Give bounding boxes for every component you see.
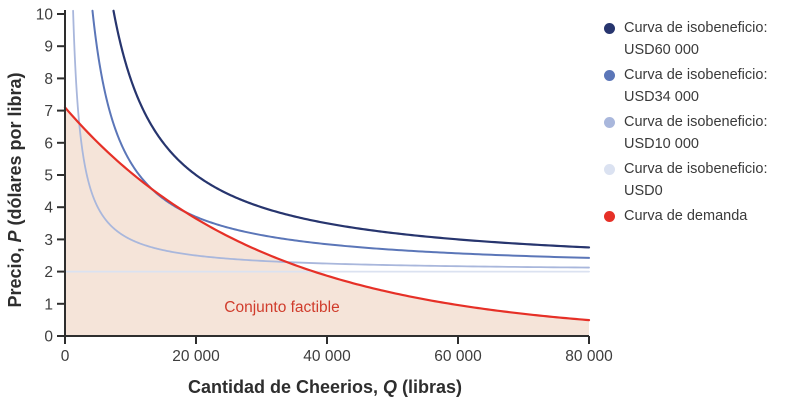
x-tick-label: 80 000: [565, 348, 613, 365]
y-tick-label: 4: [44, 200, 53, 217]
y-tick-label: 7: [44, 103, 53, 120]
legend-label: Curva de isobeneficio: USD34 000: [624, 65, 767, 108]
legend-dot-icon: [604, 164, 615, 175]
y-axis-label-post: (dólares por libra): [5, 72, 25, 230]
x-tick-label: 60 000: [434, 348, 482, 365]
legend-item: Curva de demanda: [604, 206, 806, 228]
legend-item: Curva de isobeneficio: USD34 000: [604, 65, 806, 108]
feasible-area: [65, 107, 589, 336]
legend-label-line1: Curva de isobeneficio:: [624, 161, 768, 177]
legend-item: Curva de isobeneficio: USD10 000: [604, 112, 806, 155]
demand-curve: [63, 106, 591, 322]
y-tick-label: 2: [44, 264, 53, 281]
legend-item: Curva de isobeneficio: USD60 000: [604, 18, 806, 61]
y-tick-label: 5: [44, 168, 53, 185]
x-axis-label-pre: Cantidad de Cheerios,: [188, 377, 383, 397]
y-axis-label-var: P: [5, 230, 25, 243]
y-tick-label: 0: [44, 329, 53, 346]
feasible-set-label: Conjunto factible: [224, 299, 339, 316]
y-axis-label-pre: Precio,: [5, 243, 25, 308]
legend-label-line1: Curva de isobeneficio:: [624, 67, 768, 83]
x-axis-label-post: (libras): [397, 377, 462, 397]
x-tick-label: 0: [61, 348, 70, 365]
legend-label-line2: USD10 000: [624, 135, 699, 152]
legend-label: Curva de demanda: [624, 206, 747, 228]
chart-legend: Curva de isobeneficio: USD60 000 Curva de …: [604, 18, 806, 232]
tick-labels-group: 0 1 2 3 4 5 6 7 8 9 10 0 20 000 40 000 60 000 80 000: [36, 7, 613, 366]
isoprofit-curve-usd60000: [112, 9, 591, 249]
feasible-area-group: [65, 107, 589, 336]
y-tick-label: 8: [44, 71, 53, 88]
legend-label-line1: Curva de isobeneficio:: [624, 114, 768, 130]
y-axis-label: Precio, P (dólares por libra): [5, 72, 25, 307]
legend-label: Curva de isobeneficio: USD0: [624, 159, 767, 202]
y-tick-label: 10: [36, 7, 54, 24]
y-tick-label: 1: [44, 296, 53, 313]
x-tick-label: 20 000: [172, 348, 220, 365]
legend-label-line1: Curva de demanda: [624, 208, 748, 224]
axes-group: [57, 10, 590, 344]
legend-dot-icon: [604, 23, 615, 34]
isoprofit-demand-chart: 0 1 2 3 4 5 6 7 8 9 10 0 20 000 40 000 60 000 80 000 Co…: [5, 7, 613, 398]
legend-label: Curva de isobeneficio: USD10 000: [624, 112, 767, 155]
legend-dot-icon: [604, 117, 615, 128]
y-tick-label: 6: [44, 135, 53, 152]
curves-group: [63, 9, 591, 322]
legend-dot-icon: [604, 70, 615, 81]
y-tick-label: 3: [44, 232, 53, 249]
isoprofit-curve-usd10000: [72, 9, 590, 269]
legend-dot-icon: [604, 211, 615, 222]
legend-label-line2: USD34 000: [624, 88, 699, 105]
legend-label-line2: USD0: [624, 182, 663, 199]
legend-label-line2: USD60 000: [624, 41, 699, 58]
legend-label: Curva de isobeneficio: USD60 000: [624, 18, 767, 61]
legend-label-line1: Curva de isobeneficio:: [624, 20, 768, 36]
y-tick-label: 9: [44, 39, 53, 56]
x-axis-label-var: Q: [383, 377, 397, 397]
legend-item: Curva de isobeneficio: USD0: [604, 159, 806, 202]
x-tick-label: 40 000: [303, 348, 351, 365]
x-axis-label: Cantidad de Cheerios, Q (libras): [188, 377, 462, 397]
